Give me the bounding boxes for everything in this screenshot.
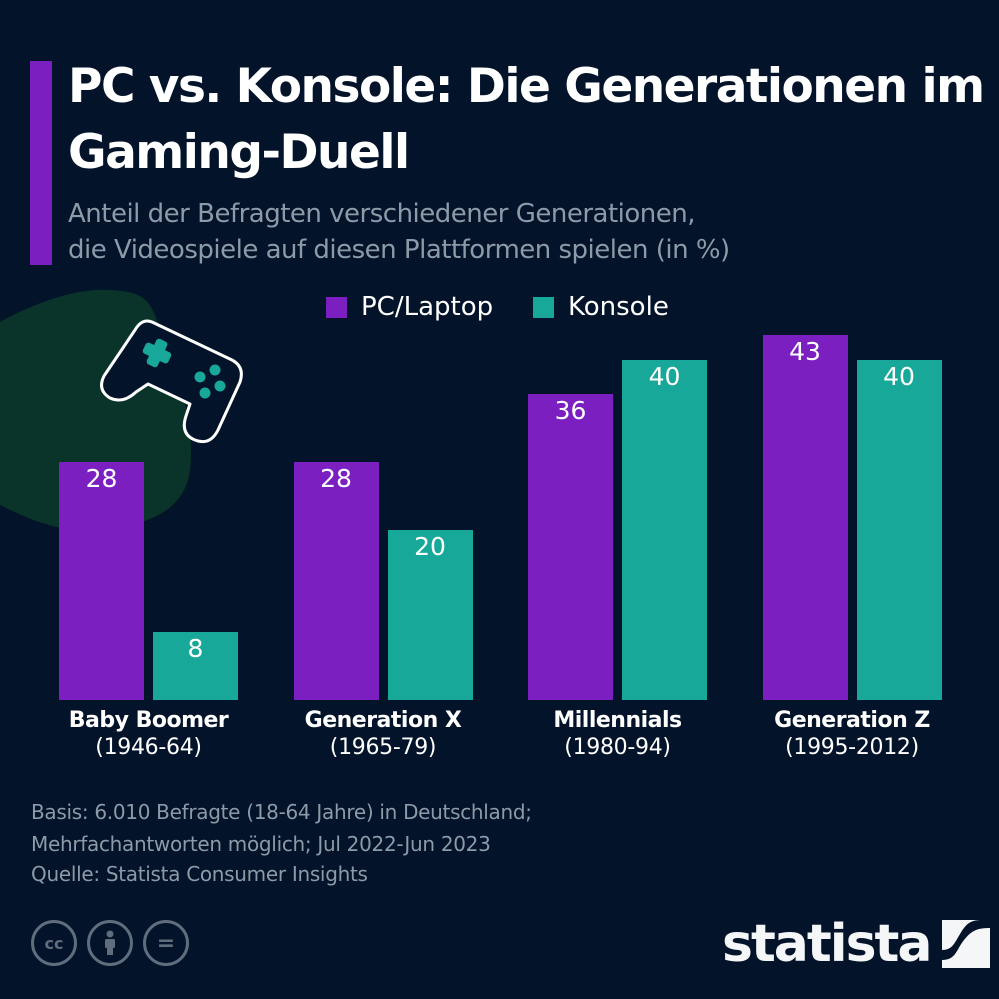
title-accent-bar [30, 61, 52, 265]
legend-swatch-console [533, 296, 554, 318]
statista-wordmark: statista [722, 914, 932, 974]
bar-pc [528, 394, 613, 700]
bar-console [387, 530, 473, 700]
license-icons: cc = [31, 920, 189, 966]
bar-pc [293, 462, 379, 700]
no-derivatives-icon[interactable]: = [143, 920, 189, 966]
footnote-line-1: Basis: 6.010 Befragte (18-64 Jahre) in D… [31, 800, 532, 824]
category-label: Baby Boomer (1946-64) [49, 708, 249, 760]
attribution-icon[interactable] [87, 920, 133, 966]
bar-pc [762, 334, 848, 700]
footnote: Basis: 6.010 Befragte (18-64 Jahre) in D… [31, 796, 532, 860]
bar-value-label: 28 [85, 464, 118, 493]
legend: PC/Laptop Konsole [0, 292, 999, 328]
bar-value-label: 40 [883, 362, 915, 391]
category-label: Millennials (1980-94) [518, 708, 718, 760]
bar-value-label: 8 [187, 634, 204, 663]
chart-subtitle: Anteil der Befragten verschiedener Gener… [68, 196, 968, 268]
category-name: Generation Z [774, 708, 930, 733]
chart-title: PC vs. Konsole: Die Generationen im Gami… [68, 59, 985, 180]
bar-value-label: 40 [648, 362, 681, 391]
category-years: (1995-2012) [785, 735, 919, 760]
category-years: (1946-64) [95, 735, 202, 760]
category-label: Generation Z (1995-2012) [752, 708, 952, 760]
bar-pc [59, 462, 144, 700]
legend-label-pc: PC/Laptop [361, 292, 494, 322]
bar-value-label: 36 [554, 396, 587, 425]
legend-label-console: Konsole [568, 292, 669, 322]
source-note: Quelle: Statista Consumer Insights [31, 862, 368, 886]
category-label: Generation X (1965-79) [283, 708, 483, 760]
category-years: (1980-94) [564, 735, 671, 760]
legend-swatch-pc [326, 296, 347, 318]
bar-console [856, 360, 942, 700]
statista-logo-mark-icon [942, 920, 991, 968]
legend-item-console: Konsole [533, 292, 669, 322]
bar-console [622, 360, 707, 700]
category-name: Millennials [553, 708, 682, 733]
legend-item-pc: PC/Laptop [326, 292, 493, 322]
gamepad-icon [100, 319, 243, 444]
bar-console [153, 632, 238, 700]
category-name: Generation X [304, 708, 462, 733]
person-glyph [105, 930, 115, 955]
bar-value-label: 28 [320, 464, 352, 493]
cc-icon[interactable]: cc [31, 920, 77, 966]
subtitle-line-2: die Videospiele auf diesen Plattformen s… [68, 235, 730, 265]
footnote-line-2: Mehrfachantworten möglich; Jul 2022-Jun … [31, 832, 491, 856]
subtitle-line-1: Anteil der Befragten verschiedener Gener… [68, 199, 696, 229]
bar-value-label: 20 [414, 532, 446, 561]
category-name: Baby Boomer [68, 708, 229, 733]
category-years: (1965-79) [329, 735, 437, 760]
statista-logo[interactable]: statista [722, 914, 991, 974]
bar-value-label: 43 [789, 336, 821, 366]
